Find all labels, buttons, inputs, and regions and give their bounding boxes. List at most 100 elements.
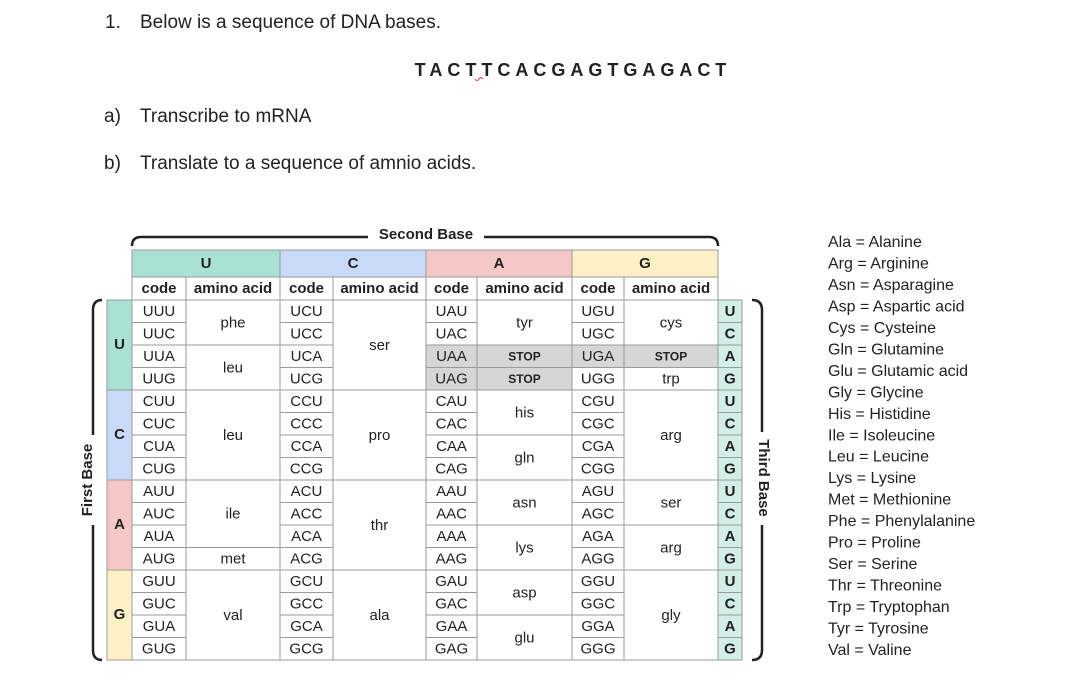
amino-acid: phe [220,314,245,331]
legend-entry: Cys = Cysteine [828,320,936,337]
codon: AUA [144,528,175,545]
amino-acid: glu [514,629,534,646]
question-text: Below is a sequence of DNA bases. [140,12,441,33]
first-base-cell [106,299,133,391]
second-base: A [494,255,505,272]
codon: UUG [142,371,175,388]
amino-acid-cell [623,569,719,661]
codon: AGA [582,528,614,545]
amino-acid-cell [332,569,427,661]
first-base: C [114,426,125,443]
codon: UGU [581,303,614,320]
codon: GUU [142,573,175,590]
codon: GGG [580,641,615,658]
amino-acid: STOP [508,349,540,363]
subheader: amino acid [632,280,710,297]
third-base: A [725,618,736,635]
codon: GAC [435,596,468,613]
legend-entry: His = Histidine [828,406,931,423]
codon: CAA [436,438,467,455]
codon: UUC [143,326,176,343]
codon: UAU [436,303,468,320]
codon: GAU [435,573,468,590]
codon: CCC [290,416,323,433]
amino-acid: gln [514,449,534,466]
codon: UGC [581,326,615,343]
legend-entry: Lys = Lysine [828,470,916,487]
question-number: 1. [105,12,121,33]
codon: AAA [436,528,466,545]
amino-acid: asn [512,494,536,511]
amino-acid: gly [661,607,681,624]
amino-acid-cell [476,569,573,616]
legend-entry: Phe = Phenylalanine [828,513,975,530]
codon: GGC [581,596,615,613]
codon: GGA [581,618,614,635]
amino-acid-cell [185,299,281,346]
codon: AGG [581,551,614,568]
second-base-bracket [130,235,720,247]
third-base-cell [717,637,743,661]
third-base: G [724,641,736,658]
codon: ACA [291,528,322,545]
codon: CGA [582,438,615,455]
legend-entry: Ile = Isoleucine [828,427,935,444]
legend-entry: Pro = Proline [828,535,921,552]
subheader: code [434,280,469,297]
first-base: U [114,336,125,353]
codon: UCU [290,303,323,320]
codon: GUG [142,641,176,658]
third-base: U [725,303,736,320]
codon: CCA [291,438,323,455]
codon: ACU [291,483,323,500]
third-base: A [725,528,736,545]
amino-acid-cell [476,614,573,661]
amino-acid: met [220,551,246,568]
subheader: code [289,280,324,297]
header-cell [571,249,719,278]
codon: AUG [143,551,176,568]
amino-acid-cell [476,434,573,481]
legend-entry: Arg = Arginine [828,256,929,273]
third-base: A [725,438,736,455]
part-label: b) [104,153,121,174]
amino-acid: arg [660,427,682,444]
part-label: a) [104,106,121,127]
codon: AGC [582,506,615,523]
third-base: C [725,326,736,343]
legend-entry: Trp = Tryptophan [828,599,950,616]
amino-acid: ala [369,607,390,624]
amino-acid: lys [515,539,533,556]
codon: CAU [436,393,468,410]
legend-entry: Ser = Serine [828,556,917,573]
first-base: A [114,516,125,533]
subheader: code [580,280,615,297]
third-base: G [724,371,736,388]
third-base: A [725,348,736,365]
third-base: C [725,416,736,433]
first-base-cell [106,479,133,571]
amino-acid: leu [223,359,243,376]
amino-acid-cell [185,344,281,391]
amino-acid: cys [660,314,683,331]
codon: UCC [290,326,323,343]
legend-entry: Asp = Aspartic acid [828,299,965,316]
codon: UGG [581,371,615,388]
legend-entry: Glu = Glutamic acid [828,363,968,380]
amino-acid-cell [185,389,281,481]
amino-acid: trp [662,371,680,388]
codon: GUA [143,618,176,635]
codon: AUC [143,506,175,523]
legend-entry: Ala = Alanine [828,234,922,251]
amino-acid: arg [660,539,682,556]
codon: GAG [435,641,468,658]
amino-acid: tyr [516,314,533,331]
part-text: Translate to a sequence of amnio acids. [140,153,476,174]
amino-acid-cell [623,299,719,346]
subheader: amino acid [485,280,563,297]
codon: CCG [290,461,323,478]
amino-acid: ile [225,506,240,523]
codon: GCU [290,573,323,590]
